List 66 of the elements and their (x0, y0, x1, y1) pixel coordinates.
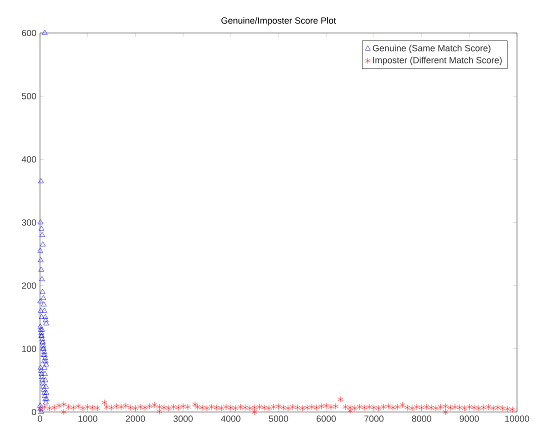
legend-label: Genuine (Same Match Score) (372, 44, 490, 54)
point (41, 348, 47, 354)
chart-title: Genuine/Imposter Score Plot (221, 17, 336, 26)
point (38, 314, 44, 319)
point (42, 370, 48, 376)
point (39, 276, 45, 282)
point (43, 384, 49, 388)
point (38, 178, 44, 184)
x-tick-label: 6000 (316, 416, 336, 422)
point (43, 361, 49, 366)
point (42, 314, 48, 319)
point (38, 219, 44, 224)
point (38, 370, 44, 376)
point (40, 377, 46, 382)
x-tick-label: 1000 (78, 416, 98, 422)
point (42, 308, 48, 313)
point (38, 364, 44, 370)
point (42, 364, 48, 370)
x-tick-label: 3000 (173, 416, 193, 422)
point (40, 380, 46, 386)
point (38, 226, 44, 231)
y-tick-label: 400 (22, 156, 36, 163)
point (42, 393, 48, 398)
point (38, 257, 44, 262)
point (40, 295, 46, 300)
point (41, 301, 47, 306)
x-tick-label: 4000 (221, 416, 240, 422)
point (39, 232, 45, 237)
x-tick-label: 5000 (268, 416, 288, 422)
y-tick-label: 300 (22, 219, 36, 226)
point (42, 355, 48, 360)
point (42, 377, 48, 382)
point (38, 368, 44, 373)
point (40, 241, 46, 246)
y-tick-label: 0 (32, 408, 36, 416)
x-tick-label: 2000 (126, 416, 146, 422)
point (37, 402, 43, 408)
point (44, 390, 50, 395)
point (38, 330, 44, 335)
point (42, 317, 49, 322)
point (38, 408, 44, 414)
point (38, 324, 44, 328)
x-tick-label: 8000 (412, 416, 432, 422)
y-tick-label: 100 (22, 346, 36, 352)
point (43, 399, 49, 404)
x-tick-label: 9000 (460, 416, 479, 422)
point (38, 308, 44, 313)
point (38, 266, 44, 272)
point (41, 386, 47, 392)
point (40, 336, 46, 342)
point (43, 320, 49, 326)
point (40, 384, 46, 388)
point (40, 342, 46, 348)
x-tick-label: 0 (38, 416, 42, 422)
point (38, 298, 44, 304)
point (37, 248, 44, 253)
y-tick-label: 200 (22, 282, 36, 289)
y-tick-label: 500 (22, 92, 36, 100)
x-tick-label: 10000 (505, 416, 530, 422)
y-tick-label: 600 (22, 30, 36, 36)
point (39, 374, 45, 379)
point (42, 390, 48, 395)
point (40, 288, 46, 294)
legend-label: Imposter (Different Match Score) (373, 56, 502, 66)
point (42, 30, 48, 35)
x-tick-label: 7000 (364, 416, 384, 422)
